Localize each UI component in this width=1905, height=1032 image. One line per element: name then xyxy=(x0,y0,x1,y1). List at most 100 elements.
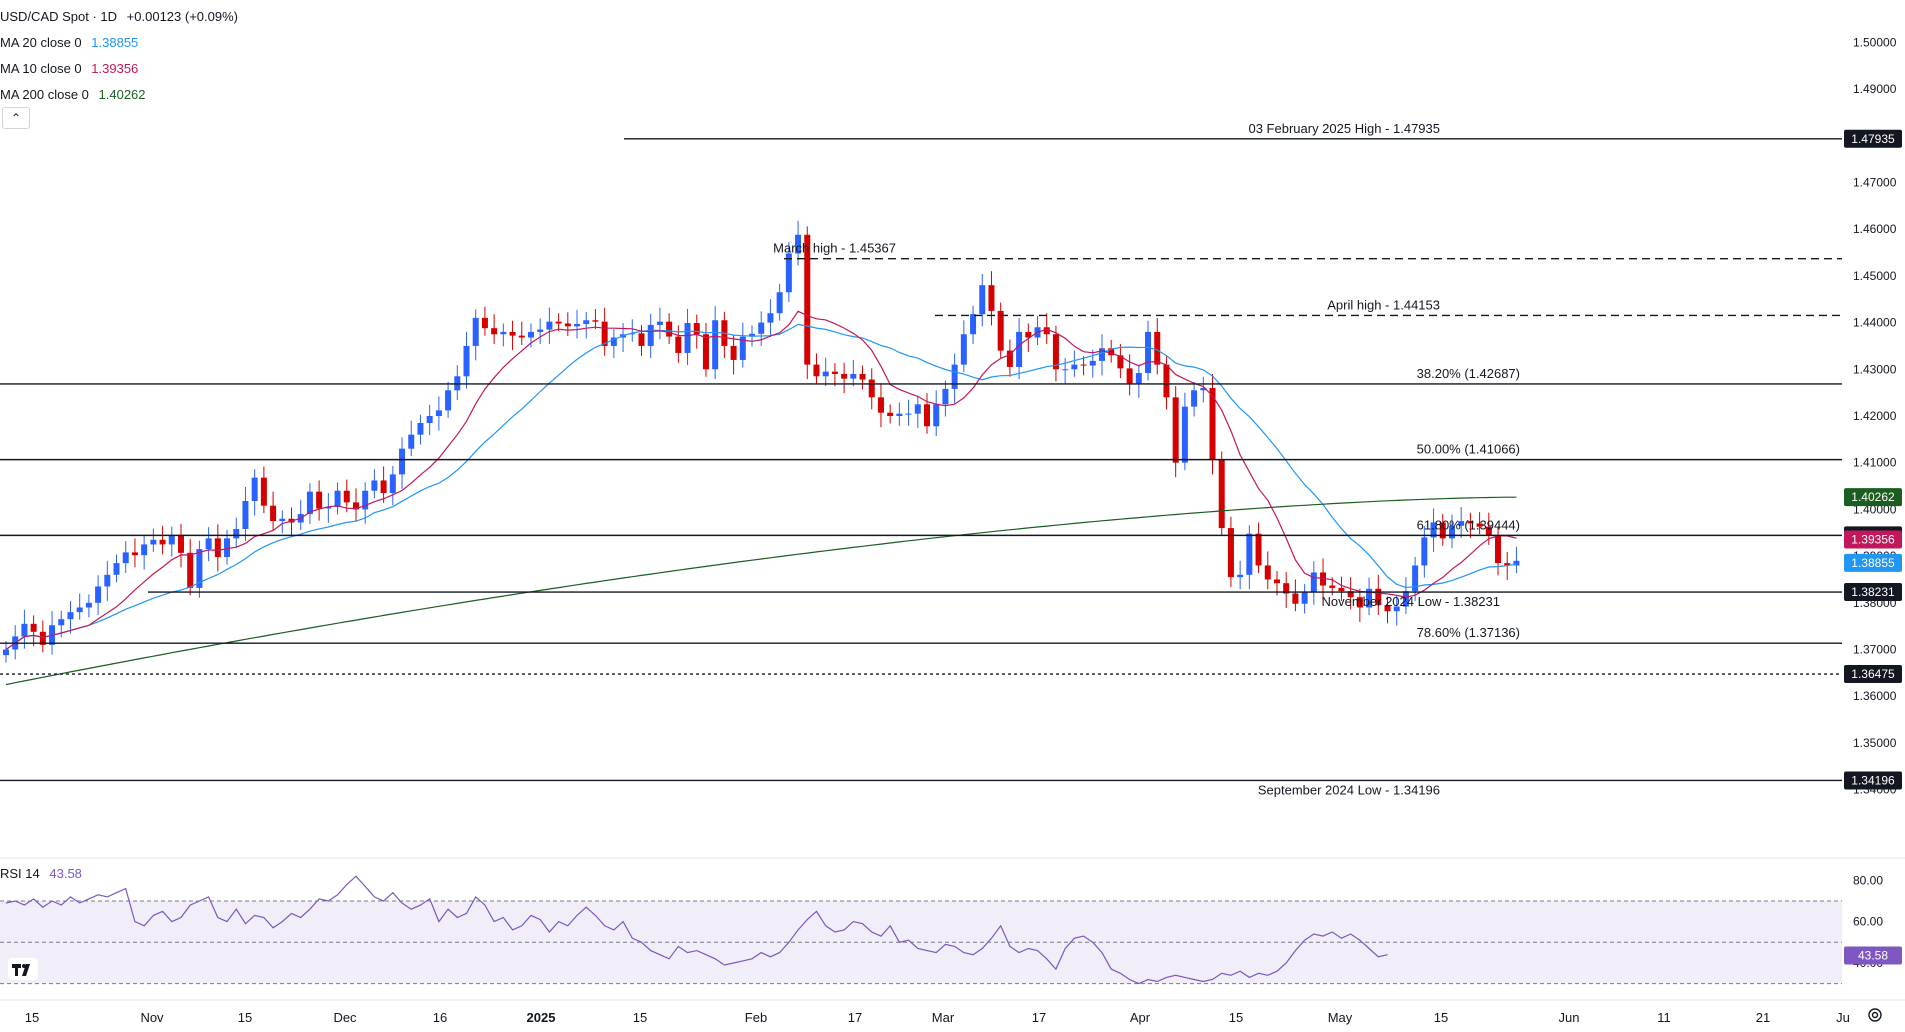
level-price-badge xyxy=(1844,129,1902,148)
candle-body xyxy=(795,234,802,254)
candle-body xyxy=(813,364,820,377)
candle-body xyxy=(435,410,442,416)
candle-body xyxy=(1504,563,1511,566)
level-price-badge xyxy=(1844,665,1902,684)
candle-body xyxy=(177,535,184,553)
candle-body xyxy=(933,404,940,427)
candle-body xyxy=(997,310,1004,351)
candle-body xyxy=(389,474,396,494)
candle-body xyxy=(887,412,894,416)
candle-body xyxy=(822,371,829,377)
price-tick-label: 1.50000 xyxy=(1853,35,1897,49)
candle-body xyxy=(21,623,28,637)
candle-body xyxy=(141,544,148,556)
candle-body xyxy=(739,336,746,360)
candle-body xyxy=(785,253,792,293)
ma10-line xyxy=(5,310,1517,650)
candle-body xyxy=(279,518,286,522)
candle-body xyxy=(896,413,903,416)
time-axis-label: Feb xyxy=(745,1010,767,1025)
price-tick-label: 1.46000 xyxy=(1853,222,1897,236)
level-label: March high - 1.45367 xyxy=(773,241,896,256)
candle-body xyxy=(399,448,406,475)
candle-body xyxy=(905,413,912,415)
candle-body xyxy=(555,321,562,324)
level-label: 78.60% (1.37136) xyxy=(1417,625,1520,640)
time-axis-label: May xyxy=(1328,1010,1353,1025)
rsi-label: RSI 14 xyxy=(0,866,40,881)
candle-body xyxy=(224,538,231,558)
price-tick-label: 1.47000 xyxy=(1853,175,1897,189)
candle-body xyxy=(1163,364,1170,398)
price-tick-label: 1.42000 xyxy=(1853,409,1897,423)
candle-body xyxy=(1264,565,1271,580)
candle-body xyxy=(1301,592,1308,604)
candle-body xyxy=(168,535,175,545)
candle-body xyxy=(509,331,516,336)
time-axis-label: 15 xyxy=(25,1010,39,1025)
collapse-legend-button[interactable]: ⌃ xyxy=(2,107,30,129)
candle-body xyxy=(1237,574,1244,578)
candle-body xyxy=(749,333,756,337)
candle-body xyxy=(408,434,415,449)
candle-body xyxy=(95,586,102,603)
candle-body xyxy=(1025,331,1032,338)
candle-body xyxy=(260,477,267,506)
candle-body xyxy=(979,285,986,315)
level-price-badge xyxy=(1844,583,1902,602)
level-price-badge-text: 1.47935 xyxy=(1851,132,1895,146)
candle-body xyxy=(1062,369,1069,371)
candle-body xyxy=(1402,591,1409,607)
candle-body xyxy=(1191,390,1198,407)
candle-body xyxy=(610,337,617,346)
time-axis-label: Jun xyxy=(1559,1010,1580,1025)
candle-body xyxy=(343,490,350,503)
candle-body xyxy=(1098,348,1105,361)
indicator-price-badge xyxy=(1844,530,1902,549)
candle-body xyxy=(666,321,673,337)
candle-body xyxy=(1467,521,1474,524)
candle-body xyxy=(1421,537,1428,566)
candle-body xyxy=(325,507,332,509)
time-axis-label: 21 xyxy=(1756,1010,1770,1025)
candle-body xyxy=(122,552,129,564)
time-axis-label: 16 xyxy=(433,1010,447,1025)
rsi-tick-label: 60.00 xyxy=(1853,915,1883,929)
candle-body xyxy=(730,345,737,360)
time-axis-label: 15 xyxy=(633,1010,647,1025)
candle-body xyxy=(1071,364,1078,370)
candle-body xyxy=(693,323,700,335)
level-price-badge-text: 1.34196 xyxy=(1851,773,1895,787)
ma20-value: 1.38855 xyxy=(91,35,139,50)
candle-body xyxy=(1080,364,1087,366)
rsi-legend: RSI 14 43.58 xyxy=(0,866,82,881)
level-label: 61.80% (1.39444) xyxy=(1417,517,1520,532)
candle-body xyxy=(104,574,111,587)
price-tick-label: 1.49000 xyxy=(1853,82,1897,96)
tradingview-logo-icon[interactable] xyxy=(8,958,38,980)
settings-gear-icon[interactable] xyxy=(1866,1006,1884,1024)
indicator-price-badge xyxy=(1844,553,1902,572)
price-tick-label: 1.44000 xyxy=(1853,316,1897,330)
candle-body xyxy=(1043,327,1050,335)
candle-body xyxy=(58,619,65,626)
candle-body xyxy=(868,379,875,398)
candle-body xyxy=(583,320,590,324)
candle-body xyxy=(472,317,479,346)
candle-body xyxy=(113,563,120,575)
candle-body xyxy=(1439,522,1446,539)
candle-body xyxy=(1172,397,1179,463)
time-axis-label: 17 xyxy=(848,1010,862,1025)
ma20-label: MA 20 close 0 xyxy=(0,35,82,50)
candle-body xyxy=(334,490,341,508)
candle-body xyxy=(942,388,949,405)
candle-body xyxy=(1310,572,1317,593)
candle-body xyxy=(1366,588,1373,608)
candle-body xyxy=(647,324,654,346)
candle-body xyxy=(564,323,571,327)
candle-body xyxy=(1375,588,1382,606)
candle-body xyxy=(684,323,691,353)
candle-body xyxy=(988,285,995,311)
candle-body xyxy=(85,602,92,608)
